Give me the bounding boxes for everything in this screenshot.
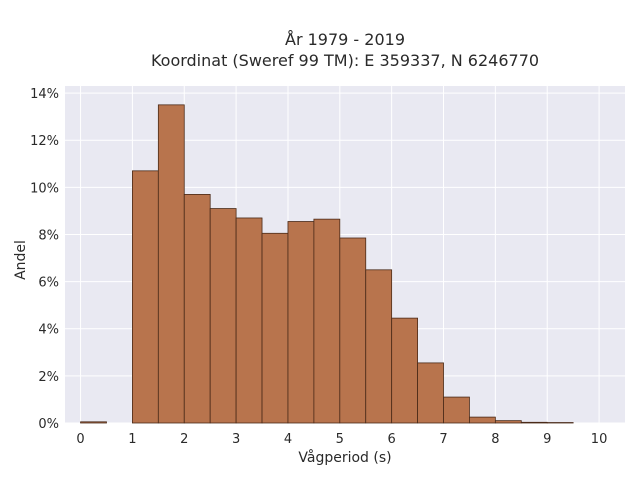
y-axis-label: Andel [13, 240, 29, 280]
y-tick-label: 2% [38, 370, 59, 385]
y-tick-label: 8% [38, 228, 59, 243]
histogram-bar [391, 317, 418, 424]
histogram-bar [520, 421, 548, 424]
chart-title-line1: År 1979 - 2019 [285, 30, 405, 49]
x-tick-label: 5 [336, 432, 344, 447]
histogram-bar [339, 237, 367, 424]
y-tick-label: 12% [30, 134, 59, 149]
histogram-bar [469, 416, 496, 424]
y-tick-label: 6% [38, 276, 59, 291]
histogram-bar [261, 232, 289, 424]
x-tick-label: 0 [76, 432, 84, 447]
y-tick-label: 10% [30, 181, 59, 196]
histogram-bar [80, 421, 107, 424]
histogram-bar [313, 218, 341, 424]
x-tick-label: 7 [439, 432, 447, 447]
y-tick-label: 0% [38, 417, 59, 432]
histogram-bar [132, 170, 159, 424]
histogram-bar [417, 362, 444, 424]
x-tick-label: 8 [491, 432, 499, 447]
x-tick-label: 4 [284, 432, 292, 447]
y-tick-label: 4% [38, 323, 59, 338]
x-tick-label: 2 [180, 432, 188, 447]
x-tick-label: 10 [591, 432, 608, 447]
histogram-bar [183, 194, 211, 424]
x-axis-label: Vågperiod (s) [298, 449, 391, 466]
histogram-bar [209, 208, 237, 424]
x-tick-label: 3 [232, 432, 240, 447]
chart-title-line2: Koordinat (Sweref 99 TM): E 359337, N 62… [151, 51, 539, 70]
histogram-bar [494, 420, 522, 424]
x-tick-label: 9 [543, 432, 551, 447]
histogram-bar [235, 217, 263, 424]
histogram-bar [157, 104, 185, 424]
x-tick-label: 1 [128, 432, 136, 447]
y-tick-label: 14% [30, 87, 59, 102]
x-axis-ticks: 0 1 2 3 4 5 6 7 8 9 10 [76, 432, 607, 447]
histogram-bar [365, 269, 393, 424]
histogram-bar [443, 396, 470, 424]
histogram-bar [287, 221, 315, 424]
y-axis-ticks: 0% 2% 4% 6% 8% 10% 12% 14% [30, 87, 59, 432]
x-tick-label: 6 [388, 432, 396, 447]
bars [80, 104, 574, 424]
